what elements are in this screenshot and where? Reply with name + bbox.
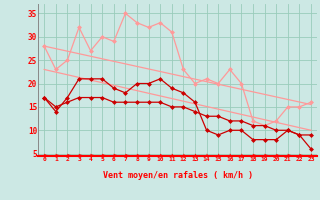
X-axis label: Vent moyen/en rafales ( km/h ): Vent moyen/en rafales ( km/h ) [103, 171, 252, 180]
